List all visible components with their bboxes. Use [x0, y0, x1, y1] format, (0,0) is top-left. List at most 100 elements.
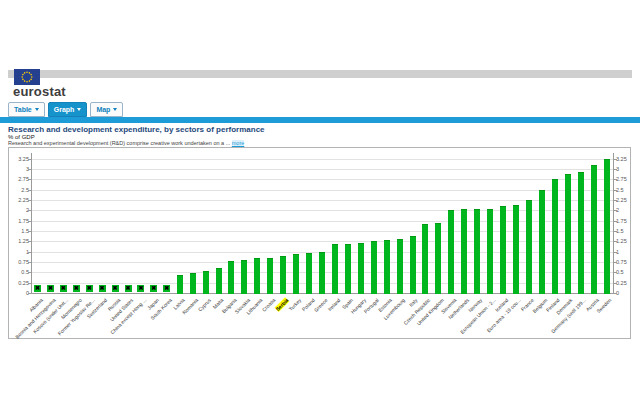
- missing-value-marker: ✖: [86, 285, 93, 292]
- gridline: [31, 169, 613, 170]
- chart-bar[interactable]: [241, 260, 247, 294]
- eurostat-graph-page: eurostat Table Graph Map Research and de…: [0, 0, 640, 420]
- chart-bar[interactable]: [487, 209, 493, 294]
- axis-tick: [614, 262, 617, 263]
- chart-bar[interactable]: [591, 165, 597, 294]
- divider-bar: [0, 117, 640, 123]
- chart-bar[interactable]: [552, 179, 558, 294]
- chart-bar[interactable]: [371, 241, 377, 294]
- chart-bar[interactable]: [410, 236, 416, 294]
- chart-bar[interactable]: [254, 258, 260, 294]
- missing-value-marker: ✖: [125, 285, 132, 292]
- chart-bar[interactable]: [177, 275, 183, 294]
- gridline: [31, 190, 613, 191]
- eu-flag-logo: [14, 69, 40, 85]
- tab-map-label: Map: [96, 105, 110, 114]
- chart-bar[interactable]: [228, 261, 234, 294]
- gridline: [31, 159, 613, 160]
- axis-tick: [614, 179, 617, 180]
- axis-tick: [614, 210, 617, 211]
- axis-tick: [614, 231, 617, 232]
- axis-tick: [614, 252, 617, 253]
- description-text: Research and experimental development (R…: [8, 140, 230, 146]
- y-axis-tick-label-left: 3.25: [9, 156, 29, 162]
- chart-bar[interactable]: [384, 240, 390, 294]
- tab-map[interactable]: Map: [90, 102, 123, 117]
- axis-tick: [614, 293, 617, 294]
- missing-value-marker: ✖: [163, 285, 170, 292]
- missing-value-marker: ✖: [73, 285, 80, 292]
- chart-bar[interactable]: [216, 268, 222, 294]
- x-axis-label[interactable]: Serbia: [274, 297, 289, 312]
- bar-chart: 000.250.250.50.50.750.75111.251.251.51.5…: [9, 148, 630, 338]
- chart-bar[interactable]: [319, 252, 325, 294]
- y-axis-tick-label-left: 2.75: [9, 176, 29, 182]
- chart-bar[interactable]: [448, 210, 454, 294]
- y-axis-tick-label-left: 1.25: [9, 238, 29, 244]
- chart-bar[interactable]: [539, 190, 545, 294]
- chart-bar[interactable]: [280, 256, 286, 294]
- y-axis-tick-label-right: 0: [616, 290, 634, 296]
- axis-tick: [614, 221, 617, 222]
- chevron-down-icon: [77, 108, 81, 111]
- tab-graph[interactable]: Graph: [48, 102, 88, 117]
- y-axis-tick-label-right: 3.25: [616, 156, 634, 162]
- chevron-down-icon: [113, 108, 117, 111]
- axis-tick: [614, 241, 617, 242]
- axis-tick: [614, 283, 617, 284]
- y-axis-tick-label-right: 2.75: [616, 176, 634, 182]
- chart-bar[interactable]: [358, 243, 364, 294]
- chart-bar[interactable]: [190, 273, 196, 294]
- chevron-down-icon: [35, 108, 39, 111]
- y-axis-tick-label-left: 1.5: [9, 228, 29, 234]
- x-axis-label[interactable]: Turkey: [287, 297, 302, 312]
- y-axis-tick-label-left: 1: [9, 249, 29, 255]
- gridline: [31, 179, 613, 180]
- y-axis-tick-label-left: 1.75: [9, 218, 29, 224]
- chart-bar[interactable]: [461, 209, 467, 294]
- axis-tick: [614, 190, 617, 191]
- chart-bar[interactable]: [332, 244, 338, 294]
- y-axis-left: [31, 153, 32, 293]
- chart-bar[interactable]: [500, 206, 506, 294]
- chart-bar[interactable]: [306, 253, 312, 294]
- y-axis-tick-label-left: 0.5: [9, 269, 29, 275]
- axis-tick: [614, 159, 617, 160]
- tab-table[interactable]: Table: [8, 102, 45, 117]
- y-axis-tick-label-left: 2.25: [9, 197, 29, 203]
- chart-bar[interactable]: [267, 258, 273, 294]
- y-axis-tick-label-left: 3: [9, 166, 29, 172]
- x-axis-label[interactable]: Croatia: [261, 297, 277, 313]
- chart-bar[interactable]: [474, 209, 480, 294]
- view-tabs: Table Graph Map: [8, 102, 123, 117]
- chart-bar[interactable]: [604, 159, 610, 294]
- chart-bar[interactable]: [526, 200, 532, 294]
- axis-tick: [614, 272, 617, 273]
- axis-tick: [614, 169, 617, 170]
- chart-bar[interactable]: [397, 239, 403, 294]
- missing-value-marker: ✖: [112, 285, 119, 292]
- chart-bar[interactable]: [513, 205, 519, 294]
- x-axis-label[interactable]: Poland: [300, 297, 315, 312]
- y-axis-tick-label-right: 2.25: [616, 197, 634, 203]
- y-axis-tick-label-right: 3: [616, 166, 634, 172]
- chart-bar[interactable]: [345, 244, 351, 294]
- chart-bar[interactable]: [293, 254, 299, 294]
- chart-bar[interactable]: [578, 172, 584, 294]
- chart-bar[interactable]: [203, 271, 209, 294]
- chart-bar[interactable]: [422, 224, 428, 294]
- y-axis-tick-label-right: 0.25: [616, 280, 634, 286]
- chart-bar[interactable]: [435, 223, 441, 294]
- y-axis-tick-label-left: 0.75: [9, 259, 29, 265]
- chart-container: 000.250.250.50.50.750.75111.251.251.51.5…: [8, 147, 631, 339]
- x-axis-label[interactable]: Cyprus: [196, 297, 211, 312]
- chart-bar[interactable]: [565, 174, 571, 294]
- y-axis-tick-label-right: 2: [616, 207, 634, 213]
- more-link[interactable]: more: [232, 140, 245, 146]
- x-axis-label[interactable]: Ireland: [326, 297, 341, 312]
- y-axis-tick-label-right: 1: [616, 249, 634, 255]
- axis-tick: [614, 200, 617, 201]
- missing-value-marker: ✖: [34, 285, 41, 292]
- y-axis-tick-label-right: 0.5: [616, 269, 634, 275]
- page-title: Research and development expenditure, by…: [8, 125, 265, 134]
